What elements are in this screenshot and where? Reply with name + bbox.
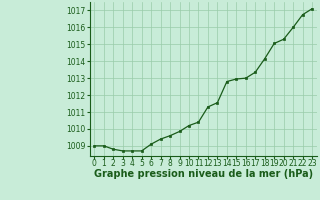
X-axis label: Graphe pression niveau de la mer (hPa): Graphe pression niveau de la mer (hPa) <box>94 169 313 179</box>
